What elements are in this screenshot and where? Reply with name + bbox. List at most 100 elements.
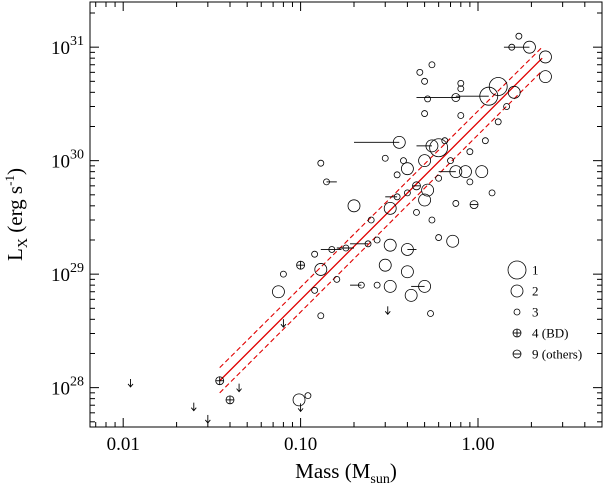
data-point: [367, 216, 375, 224]
data-point: [317, 159, 325, 167]
data-point: [427, 310, 434, 317]
marker-circle: [466, 178, 474, 186]
data-point: [378, 258, 392, 272]
marker-circle: [449, 165, 463, 179]
data-point: [435, 234, 443, 241]
marker-circle: [393, 171, 401, 179]
legend: 1 2 3 4 (BD) 9 (others): [507, 260, 582, 362]
marker-circle: [404, 189, 411, 197]
marker-circle: [373, 281, 381, 289]
marker-circle: [503, 103, 511, 110]
data-point: [383, 238, 397, 252]
data-point: [481, 137, 489, 145]
marker-circle: [441, 137, 449, 145]
legend-symbol: [512, 328, 522, 338]
marker-circle: [317, 159, 325, 167]
data-point: [404, 189, 411, 197]
legend-entry: 2: [510, 284, 539, 299]
data-point: [421, 77, 428, 85]
data-point: [523, 40, 536, 54]
marker-circle: [393, 193, 401, 201]
marker-circle: [392, 135, 406, 149]
legend-symbol: [510, 284, 524, 298]
marker-circle: [404, 288, 418, 302]
data-point: [503, 103, 511, 110]
data-point: [296, 260, 305, 270]
legend-entry: 3: [513, 305, 539, 320]
marker-circle: [515, 32, 523, 40]
fit-line: [219, 57, 543, 382]
marker-circle: [507, 260, 527, 280]
marker-circle: [457, 112, 465, 119]
y-axis-ticks: 1028 1029 1030 1031: [51, 12, 602, 423]
data-point: [539, 50, 552, 64]
marker-circle: [428, 61, 436, 69]
data-point: [323, 178, 330, 186]
data-point: [381, 154, 389, 162]
data-point: [413, 209, 420, 216]
upper-limit-arrow: [280, 319, 287, 328]
marker-circle: [280, 270, 287, 278]
marker-circle: [418, 193, 431, 207]
data-point: [424, 95, 432, 103]
data-point: [421, 183, 435, 197]
plot-frame: [89, 1, 603, 428]
data-point: [383, 279, 397, 293]
marker-circle: [428, 216, 436, 224]
marker-circle: [539, 50, 552, 64]
marker-circle: [333, 275, 341, 283]
data-point: [457, 79, 465, 87]
data-point: [466, 178, 474, 186]
data-point: [466, 148, 474, 156]
legend-symbol: [507, 260, 527, 280]
marker-circle: [323, 178, 330, 186]
data-point: [272, 285, 285, 299]
data-point: [488, 189, 496, 197]
marker-circle: [367, 216, 375, 224]
x-tick-label: 1.00: [461, 434, 494, 455]
data-point: [457, 85, 465, 93]
y-axis-title: LX (erg s-1): [2, 168, 31, 261]
marker-circle: [481, 137, 489, 145]
data-point: [459, 165, 472, 179]
marker-circle: [311, 250, 319, 258]
data-point: [429, 138, 449, 158]
marker-circle: [479, 86, 499, 106]
data-point: [317, 312, 325, 320]
legend-label: 3: [532, 305, 539, 320]
data-point: [425, 139, 439, 153]
data-point: [428, 216, 436, 224]
upper-limit-arrow: [384, 306, 391, 316]
upper-limit-arrows: [127, 306, 391, 424]
data-point: [507, 85, 521, 99]
data-point: [515, 32, 523, 40]
data-points: [215, 32, 552, 407]
marker-circle: [429, 138, 449, 158]
marker-circle: [304, 392, 312, 400]
marker-circle: [381, 154, 389, 162]
data-point: [225, 395, 235, 405]
data-point: [488, 77, 508, 96]
marker-circle: [373, 236, 381, 244]
data-point: [441, 137, 449, 145]
marker-circle: [383, 279, 397, 293]
marker-circle: [383, 201, 397, 215]
x-axis-title: Mass (Msun): [295, 459, 397, 487]
marker-circle: [401, 162, 414, 176]
marker-circle: [508, 43, 516, 51]
upper-limit-arrow: [127, 378, 134, 388]
data-point: [418, 279, 431, 293]
marker-circle: [401, 243, 414, 256]
data-point: [421, 110, 428, 117]
data-point: [373, 236, 381, 244]
marker-circle: [292, 393, 306, 407]
data-point: [475, 165, 489, 179]
data-point: [373, 281, 381, 289]
marker-circle: [513, 308, 521, 316]
data-point: [539, 70, 552, 84]
marker-circle: [416, 68, 424, 76]
upper-limit-arrow: [190, 402, 197, 412]
legend-label: 1: [532, 263, 539, 278]
